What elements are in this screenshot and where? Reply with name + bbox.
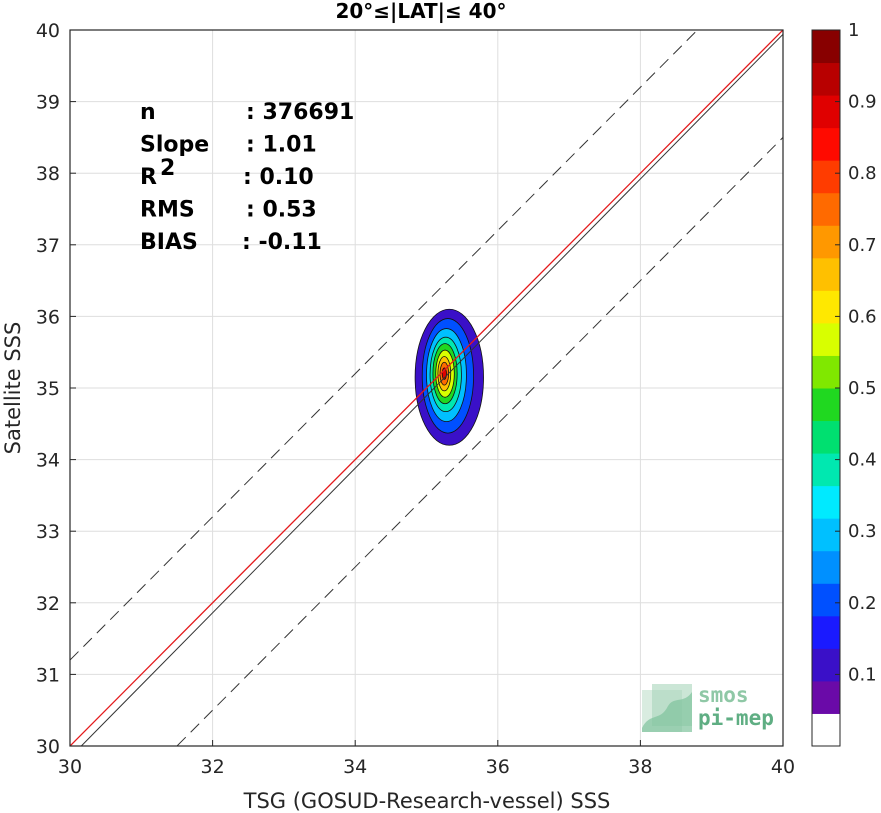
- colorbar-tick-label-4: 0.5: [848, 378, 877, 399]
- plot-content: [70, 30, 783, 746]
- x-tick-label-3: 36: [486, 756, 510, 778]
- y-tick-label-5: 35: [36, 378, 60, 400]
- colorbar-segment-6: [812, 518, 840, 552]
- stats-box: n : 376691 Slope : 1.01 R 2 : 0.10 RMS : 0.53 BIA…: [140, 100, 354, 255]
- lower-dashed-line: [176, 137, 783, 746]
- y-tick-label-10: 40: [36, 20, 60, 42]
- colorbar-tick-label-5: 0.6: [848, 306, 877, 327]
- colorbar: 0.1 0.2 0.3 0.4 0.5 0.6 0.7 0.8 0.9 1: [811, 20, 877, 747]
- colorbar-segment-16: [812, 192, 840, 226]
- y-tick-label-1: 31: [36, 664, 60, 686]
- colorbar-segment-0: [812, 713, 840, 747]
- colorbar-tick-label-0: 0.1: [848, 664, 877, 685]
- y-tick-label-7: 37: [36, 235, 60, 257]
- colorbar-segment-11: [812, 355, 840, 389]
- colorbar-segment-12: [812, 322, 840, 356]
- stat-value-4: : -0.11: [242, 230, 322, 255]
- y-axis-ticks: 30 31 32 33 34 35 36 37 38 39 40: [36, 20, 76, 758]
- stat-key-3: RMS: [140, 198, 195, 223]
- colorbar-segment-4: [812, 583, 840, 617]
- colorbar-segment-21: [812, 30, 840, 64]
- stat-value-3: : 0.53: [246, 198, 317, 223]
- y-tick-label-0: 30: [36, 736, 60, 758]
- y-tick-label-3: 33: [36, 521, 60, 543]
- colorbar-segment-8: [812, 453, 840, 487]
- colorbar-tick-label-7: 0.8: [848, 163, 877, 184]
- colorbar-segment-13: [812, 290, 840, 324]
- y-tick-label-8: 38: [36, 163, 60, 185]
- colorbar-segment-14: [812, 257, 840, 291]
- colorbar-tick-label-8: 0.9: [848, 92, 877, 113]
- y-tick-label-2: 32: [36, 593, 60, 615]
- colorbar-tick-label-6: 0.7: [848, 235, 877, 256]
- colorbar-segment-1: [812, 680, 840, 714]
- colorbar-segment-2: [812, 648, 840, 682]
- x-axis-label: TSG (GOSUD-Research-vessel) SSS: [243, 789, 611, 813]
- y-axis-label: Satellite SSS: [1, 322, 25, 455]
- colorbar-tick-label-1: 0.2: [848, 593, 877, 614]
- colorbar-segment-5: [812, 550, 840, 584]
- fit-line: [80, 33, 783, 746]
- logo-wave-icon: [642, 692, 692, 732]
- smos-pi-mep-logo: smos pi-mep: [642, 683, 774, 732]
- colorbar-segment-15: [812, 225, 840, 259]
- stat-key-2: R: [140, 165, 157, 190]
- x-tick-label-1: 32: [201, 756, 225, 778]
- logo-line-1: smos: [698, 683, 749, 707]
- logo-line-2: pi-mep: [698, 706, 774, 730]
- x-tick-label-0: 30: [58, 756, 82, 778]
- x-tick-label-5: 40: [771, 756, 795, 778]
- stat-value-0: : 376691: [246, 100, 354, 125]
- y-tick-label-9: 39: [36, 92, 60, 114]
- colorbar-segment-10: [812, 388, 840, 422]
- stat-value-1: : 1.01: [246, 133, 317, 158]
- stat-value-2: : 0.10: [243, 165, 314, 190]
- identity-line: [70, 30, 783, 746]
- colorbar-tick-label-9: 1: [848, 20, 859, 41]
- chart-title: 20°≤|LAT|≤ 40°: [335, 0, 506, 23]
- x-tick-label-2: 34: [343, 756, 367, 778]
- colorbar-segment-18: [812, 127, 840, 161]
- colorbar-tick-label-2: 0.3: [848, 521, 877, 542]
- x-tick-label-4: 38: [628, 756, 652, 778]
- x-axis-ticks: 30 32 34 36 38 40: [58, 740, 795, 778]
- colorbar-segment-9: [812, 420, 840, 454]
- colorbar-segment-20: [812, 62, 840, 96]
- colorbar-segment-7: [812, 485, 840, 519]
- upper-dashed-line: [70, 30, 699, 661]
- colorbar-segment-19: [812, 95, 840, 129]
- y-tick-label-6: 36: [36, 306, 60, 328]
- colorbar-segment-3: [812, 615, 840, 649]
- colorbar-tick-label-3: 0.4: [848, 450, 877, 471]
- colorbar-segment-17: [812, 160, 840, 194]
- stat-key-0: n: [140, 100, 156, 125]
- stat-key-1: Slope: [140, 133, 209, 158]
- stat-key-sup-2: 2: [160, 156, 175, 181]
- y-tick-label-4: 34: [36, 450, 60, 472]
- stat-key-4: BIAS: [140, 230, 198, 255]
